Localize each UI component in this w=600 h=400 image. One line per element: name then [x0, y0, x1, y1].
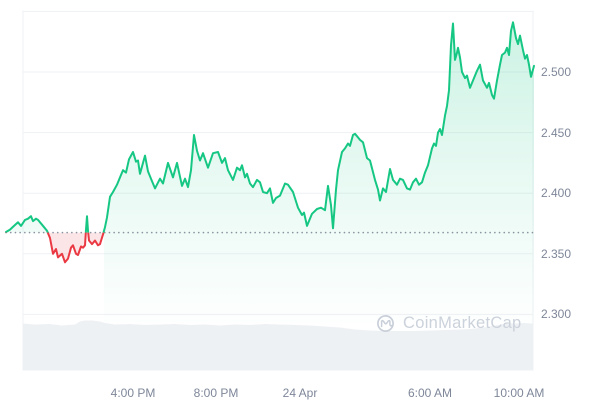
volume-bars [23, 320, 533, 371]
green-area-fill [6, 22, 534, 334]
y-axis-label: 2.500 [541, 65, 572, 79]
y-axis-label: 2.300 [541, 307, 572, 322]
x-axis-label: 24 Apr [282, 386, 318, 400]
volume-silhouette [23, 320, 533, 371]
price-area-fills [6, 22, 534, 334]
y-axis-label: 2.400 [541, 186, 572, 201]
x-axis-label: 10:00 AM [493, 386, 545, 400]
price-line-up [5, 21, 535, 233]
red-area-fill [45, 232, 105, 263]
y-axis-label: 2.350 [541, 246, 572, 261]
y-axis-label: 2.450 [541, 125, 572, 140]
x-axis-label: 4:00 PM [110, 386, 156, 400]
x-axis-label: 8:00 PM [193, 386, 239, 400]
x-axis-label: 6:00 AM [407, 386, 453, 400]
price-line [5, 21, 535, 264]
